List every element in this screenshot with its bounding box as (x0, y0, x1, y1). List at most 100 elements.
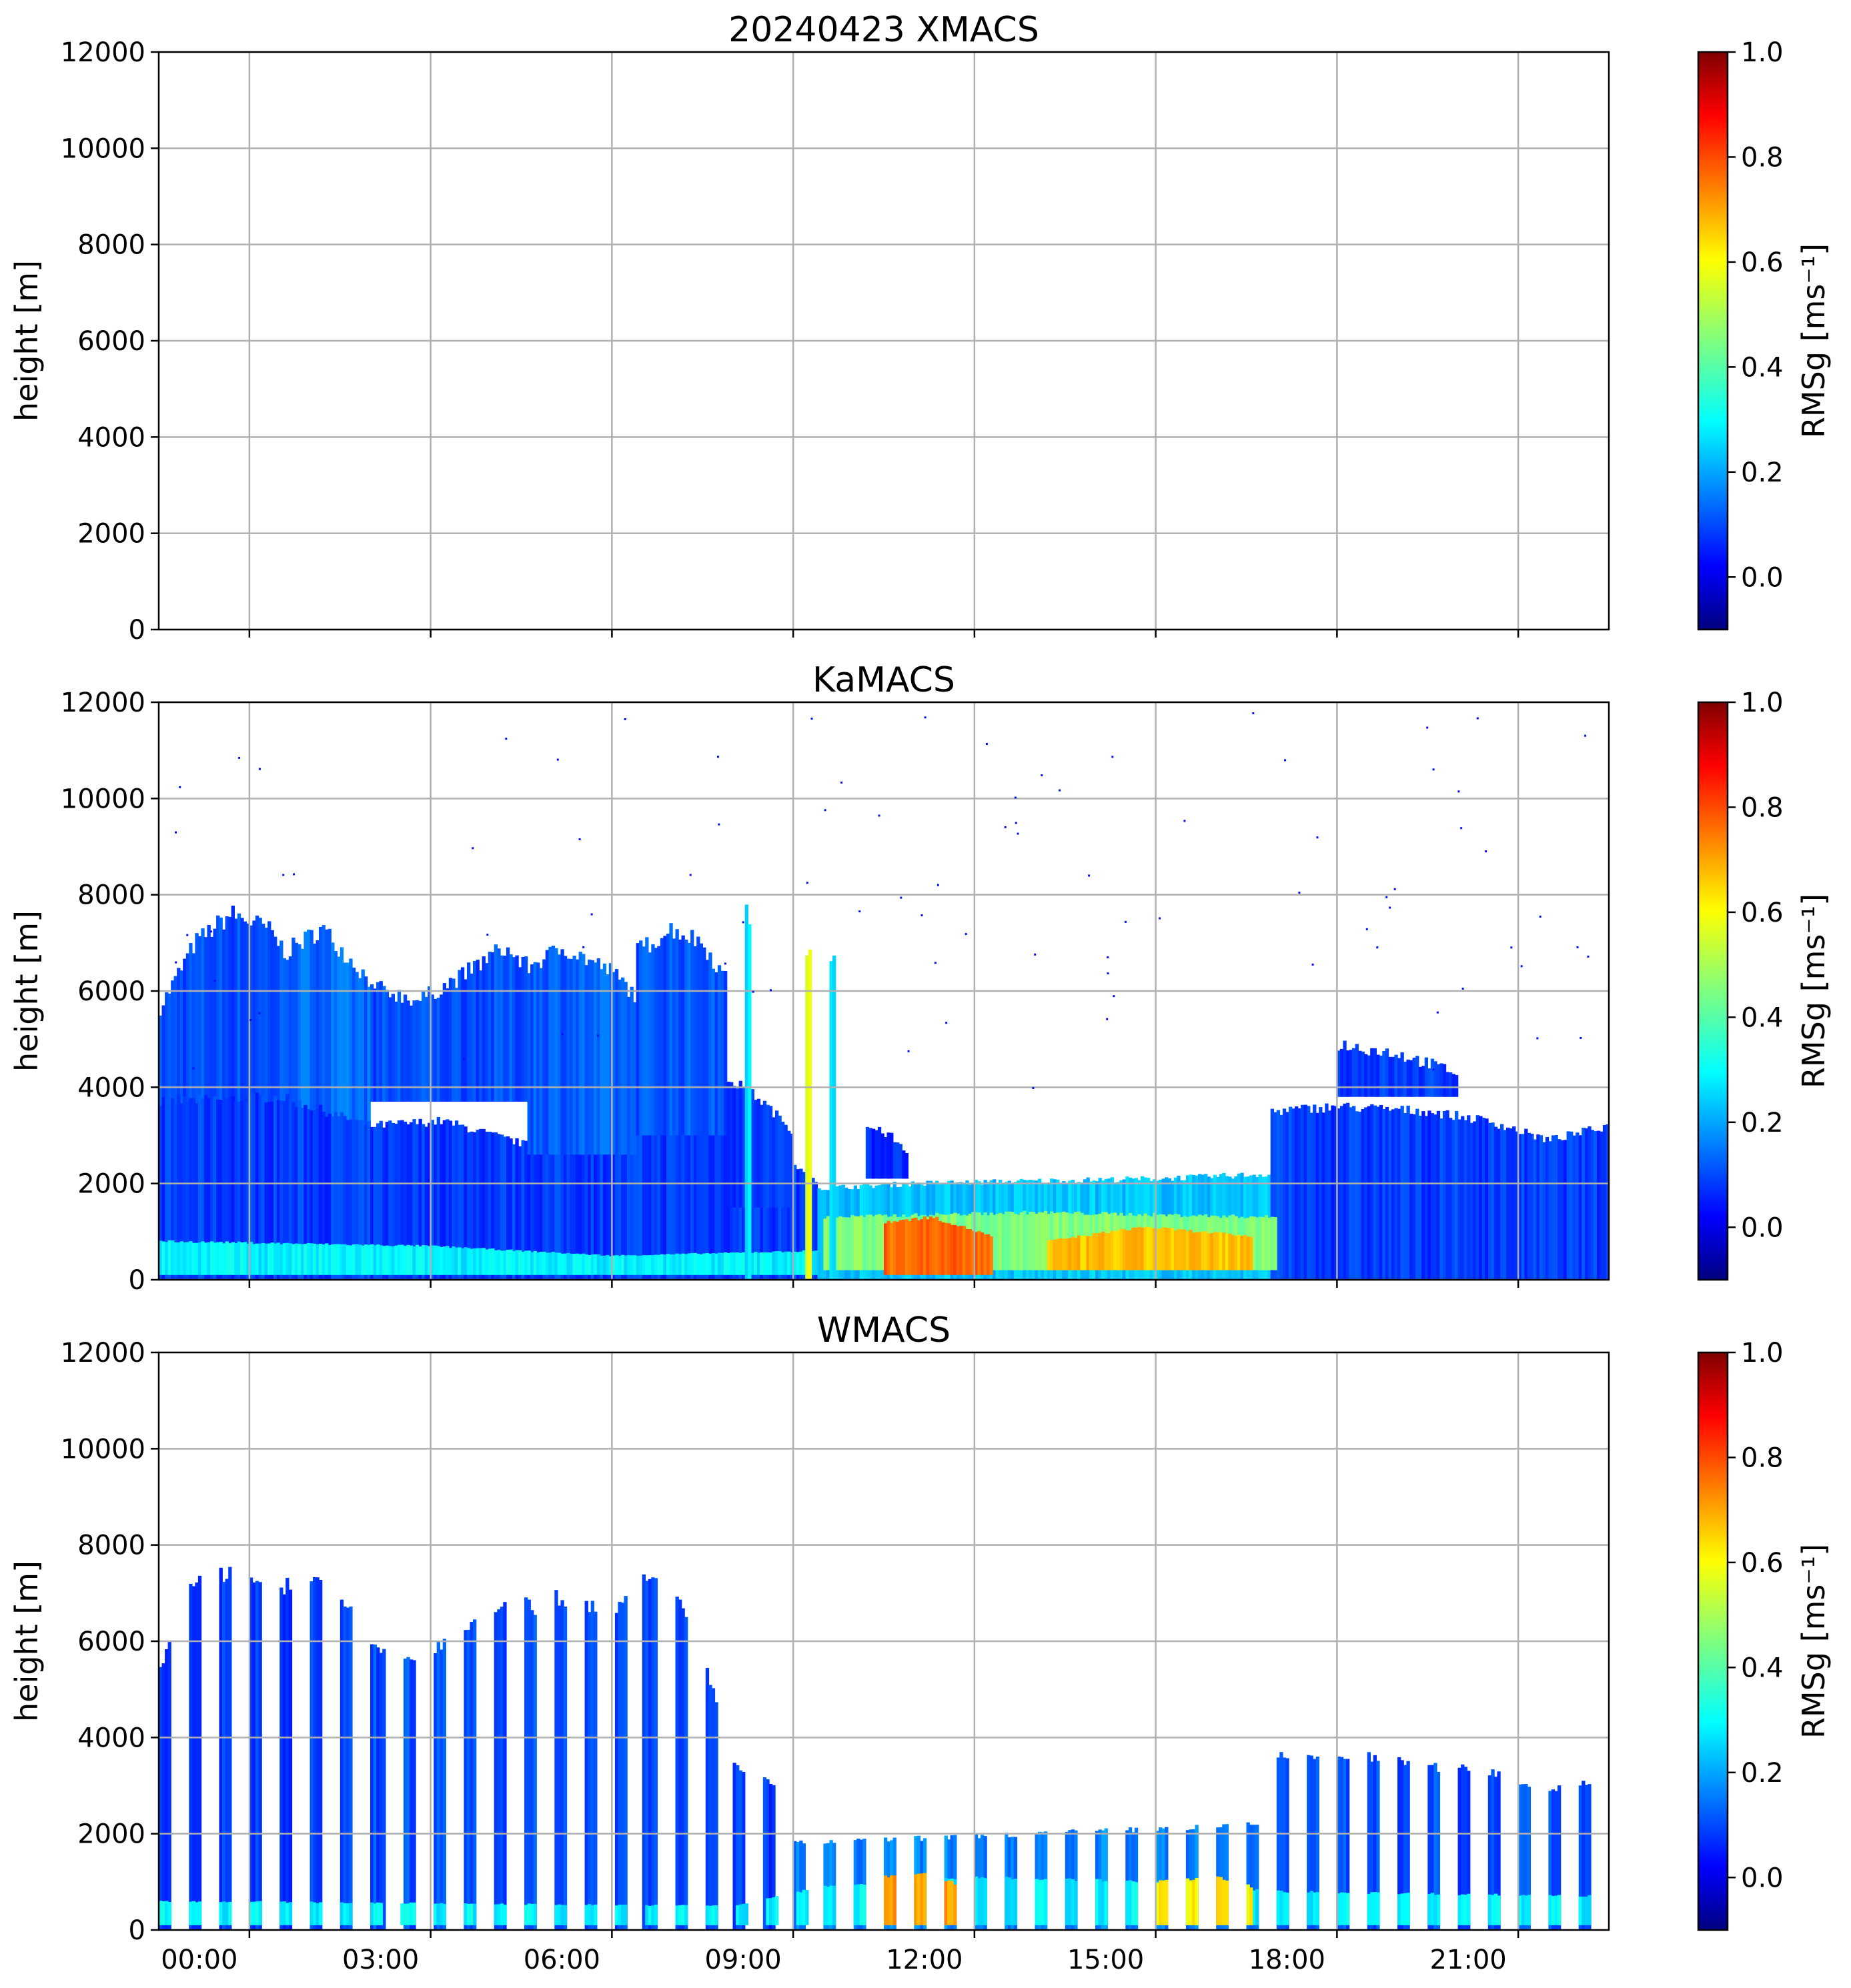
echo-column (500, 1250, 504, 1275)
echo-column (1346, 1759, 1350, 1930)
echo-column (464, 979, 468, 1102)
echo-column (1346, 1050, 1350, 1097)
echo-column (303, 1104, 307, 1280)
echo-column (159, 1240, 163, 1275)
echo-column (859, 1215, 864, 1270)
echo-column (1361, 1109, 1365, 1280)
echo-column (669, 923, 673, 1136)
echo-column (434, 1124, 438, 1280)
echo-column (1457, 1119, 1461, 1280)
echo-column (1107, 1233, 1111, 1270)
echo-column (953, 1885, 957, 1925)
echo-column (690, 1124, 694, 1280)
echo-column (766, 1779, 770, 1930)
echo-column (216, 1099, 220, 1280)
echo-column (642, 1574, 646, 1930)
echo-column (1558, 1139, 1562, 1280)
noise-point (724, 962, 726, 965)
echo-column (736, 1252, 740, 1275)
echo-column (1104, 1828, 1108, 1930)
echo-column (1285, 1893, 1289, 1925)
colorbar-frame (1697, 701, 1729, 1281)
echo-column (1291, 1108, 1295, 1280)
echo-column (1388, 1110, 1392, 1280)
colorbar-tick-label: 0.4 (1741, 1002, 1784, 1033)
echo-column (1584, 1897, 1589, 1925)
echo-column (880, 1133, 884, 1179)
echo-column (440, 1124, 444, 1280)
echo-column (1131, 1832, 1135, 1930)
echo-column (485, 1249, 489, 1275)
echo-column (343, 962, 347, 1136)
echo-column (760, 1252, 764, 1275)
echo-column (1376, 1054, 1380, 1097)
echo-column (950, 1224, 954, 1275)
echo-column (267, 1102, 271, 1280)
echo-column (1588, 1126, 1592, 1280)
echo-column (929, 1216, 933, 1275)
echo-column (720, 1252, 724, 1275)
echo-column (1442, 1111, 1447, 1280)
noise-point (596, 1034, 599, 1037)
echo-column (877, 1214, 882, 1270)
echo-column (467, 1132, 471, 1280)
echo-column (1065, 1879, 1069, 1925)
echo-column (273, 1096, 277, 1280)
echo-column (724, 971, 728, 1136)
echo-column (932, 1218, 936, 1275)
echo-column (596, 1130, 600, 1280)
echo-column (412, 1119, 416, 1280)
echo-column (684, 1126, 688, 1280)
echo-column (902, 1150, 906, 1179)
colorbar-tick-label: 0.4 (1741, 1653, 1784, 1683)
echo-column (708, 1254, 712, 1275)
noise-point (806, 882, 808, 884)
echo-column (1327, 1110, 1332, 1280)
noise-point (878, 814, 880, 817)
echo-column (1149, 1227, 1153, 1270)
echo-column (183, 1096, 187, 1280)
echo-column (1497, 1128, 1501, 1280)
echo-column (582, 954, 586, 1155)
panel-3: 0 2000 4000 6000 8000 10000 12000 00:00 03:00 06:… (9, 1310, 1832, 1975)
echo-column (258, 1094, 262, 1280)
x-tick-label: 21:00 (1429, 1945, 1506, 1975)
echo-column (285, 1094, 289, 1280)
echo-column (1382, 1051, 1386, 1097)
echo-column (1382, 1109, 1386, 1280)
y-tick-label: 6000 (77, 1627, 145, 1657)
echo-column (313, 1577, 317, 1930)
echo-column (802, 1250, 806, 1275)
noise-point (1536, 1037, 1539, 1040)
noise-point (249, 1019, 252, 1021)
echo-column (841, 1217, 845, 1270)
echo-column (1457, 1895, 1461, 1925)
echo-column (762, 1100, 767, 1208)
echo-column (391, 1246, 395, 1275)
x-tick-label: 18:00 (1249, 1945, 1325, 1975)
echo-column (343, 1116, 347, 1280)
echo-column (1189, 1880, 1193, 1925)
echo-column (370, 1644, 374, 1930)
echo-column (784, 1251, 788, 1275)
echo-column (736, 1088, 740, 1208)
echo-column (331, 1116, 335, 1280)
echo-column (1252, 1890, 1256, 1925)
noise-point (770, 989, 772, 992)
echo-column (1481, 1118, 1486, 1280)
echo-column (470, 1622, 474, 1930)
echo-column (648, 1906, 652, 1925)
echo-column (319, 1243, 323, 1275)
echo-column (545, 950, 549, 1155)
echo-column (687, 1126, 691, 1280)
noise-point (934, 962, 937, 964)
echo-column (796, 1169, 800, 1280)
echo-column (1285, 1758, 1289, 1930)
echo-column (355, 1244, 359, 1275)
echo-column (167, 1641, 171, 1930)
echo-column (331, 942, 335, 1136)
y-tick-label: 10000 (61, 133, 145, 164)
echo-column (1222, 1824, 1226, 1930)
echo-column (600, 1255, 604, 1275)
echo-column (1515, 1131, 1519, 1280)
